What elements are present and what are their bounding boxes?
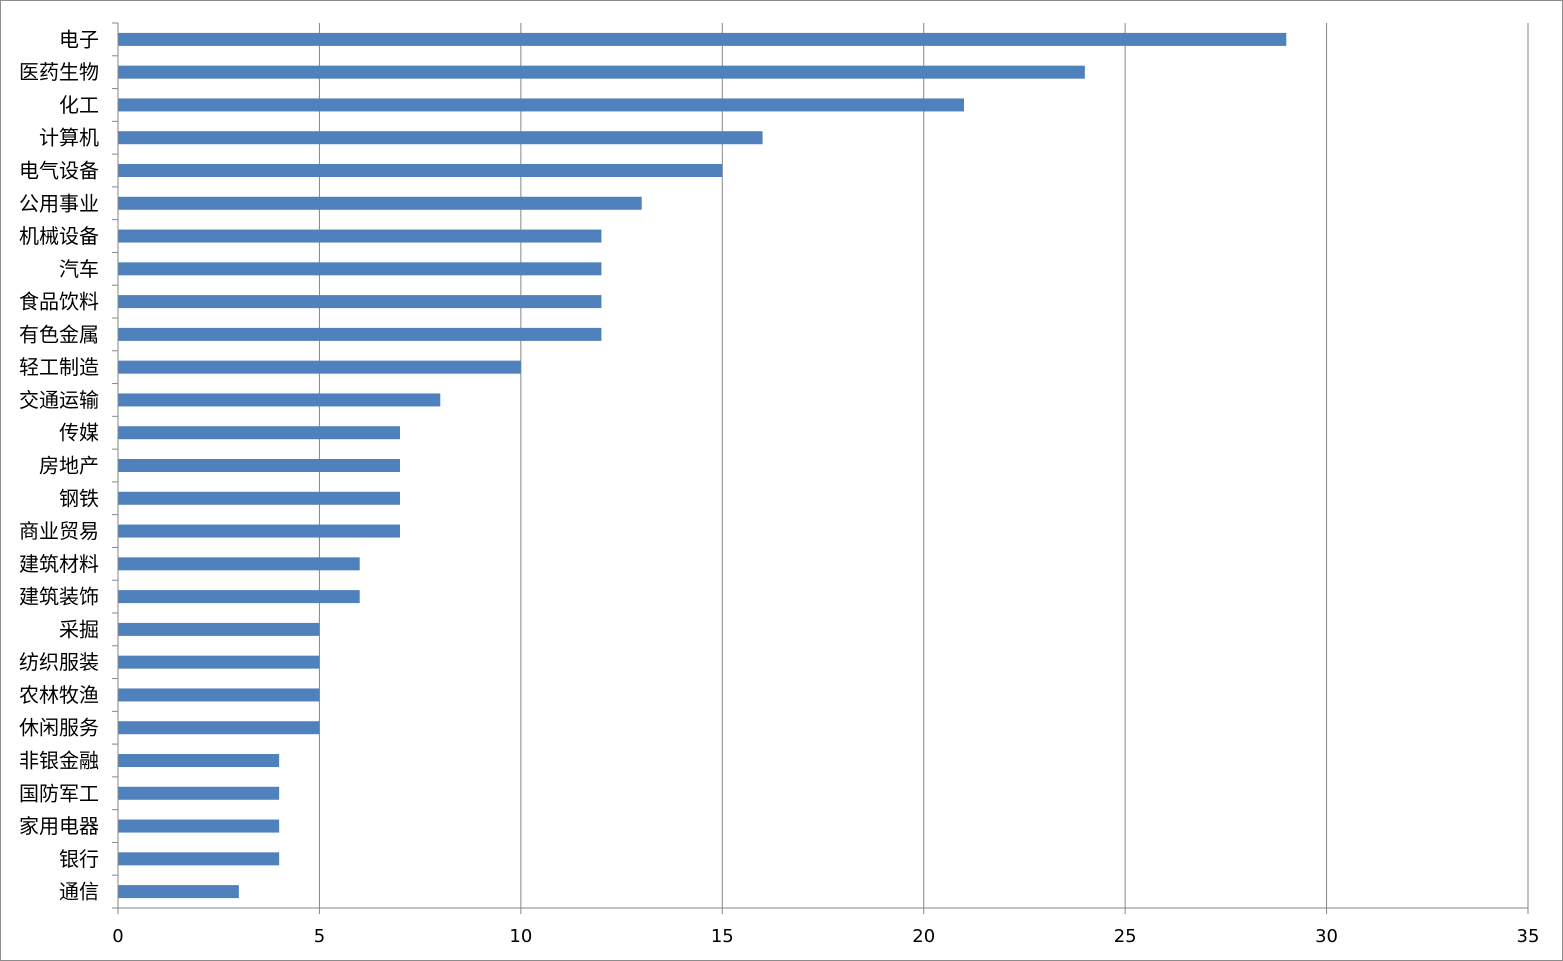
bar xyxy=(118,229,602,243)
category-label: 传媒 xyxy=(59,421,99,445)
x-tick-label: 0 xyxy=(112,926,123,947)
gridlines xyxy=(318,23,1529,908)
bar xyxy=(118,459,400,472)
bar xyxy=(118,65,1085,79)
category-label: 家用电器 xyxy=(19,814,99,838)
category-label: 银行 xyxy=(59,847,99,871)
bar xyxy=(118,688,320,702)
x-tick-label: 35 xyxy=(1517,926,1540,947)
bar xyxy=(118,131,763,145)
bar xyxy=(118,196,642,210)
category-label: 钢铁 xyxy=(59,486,99,510)
category-label: 计算机 xyxy=(39,126,99,150)
category-labels: 电子医药生物化工计算机电气设备公用事业机械设备汽车食品饮料有色金属轻工制造交通运… xyxy=(19,27,99,903)
bar xyxy=(118,327,602,341)
category-label: 国防军工 xyxy=(19,781,99,805)
category-label: 非银金融 xyxy=(19,749,99,773)
bar xyxy=(118,360,521,374)
bar xyxy=(118,852,280,866)
bar xyxy=(118,655,320,669)
category-label: 纺织服装 xyxy=(19,650,99,674)
x-tick-labels: 0 5 10 15 20 25 30 35 xyxy=(112,926,1539,947)
category-label: 交通运输 xyxy=(19,388,99,412)
category-label: 商业贸易 xyxy=(19,519,99,543)
x-tick-label: 20 xyxy=(912,926,935,947)
bar xyxy=(118,32,1287,46)
bar xyxy=(118,524,400,538)
bar xyxy=(118,262,602,276)
category-label: 建筑装饰 xyxy=(19,585,99,609)
category-label: 通信 xyxy=(59,880,99,904)
category-label: 医药生物 xyxy=(19,60,99,84)
x-tick-label: 30 xyxy=(1315,926,1338,947)
category-label: 公用事业 xyxy=(19,191,99,215)
category-label: 汽车 xyxy=(59,257,99,281)
category-label: 农林牧渔 xyxy=(19,683,99,707)
category-label: 电气设备 xyxy=(19,159,99,183)
category-label: 有色金属 xyxy=(19,322,99,346)
bar xyxy=(118,295,602,309)
category-label: 房地产 xyxy=(39,454,99,478)
category-label: 食品饮料 xyxy=(19,290,99,314)
category-label: 化工 xyxy=(59,93,99,117)
axes xyxy=(112,22,1529,914)
bar xyxy=(118,164,723,177)
x-tick-label: 25 xyxy=(1114,926,1137,947)
bars xyxy=(118,32,1287,899)
bar xyxy=(118,590,360,604)
x-tick-label: 10 xyxy=(509,926,532,947)
bar xyxy=(118,786,280,800)
x-tick-label: 5 xyxy=(314,926,325,947)
bar xyxy=(118,819,280,833)
category-label: 采掘 xyxy=(59,617,99,641)
bar xyxy=(118,393,441,407)
bar xyxy=(118,557,360,571)
bar xyxy=(118,491,400,505)
bar xyxy=(118,754,280,767)
category-label: 电子 xyxy=(59,27,99,51)
bar xyxy=(118,622,320,636)
category-label: 机械设备 xyxy=(19,224,99,248)
bar xyxy=(118,98,964,112)
category-label: 建筑材料 xyxy=(19,552,99,576)
bar xyxy=(118,885,239,899)
category-label: 休闲服务 xyxy=(19,716,99,740)
category-label: 轻工制造 xyxy=(19,355,99,379)
bar xyxy=(118,721,320,735)
x-tick-label: 15 xyxy=(711,926,734,947)
bar xyxy=(118,426,400,440)
